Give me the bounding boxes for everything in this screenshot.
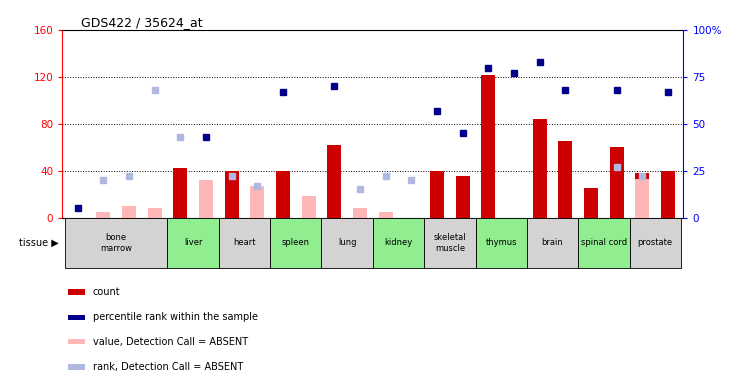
Bar (629, 217, 681, 268)
Text: kidney: kidney (385, 238, 412, 248)
Text: count: count (93, 287, 121, 297)
Text: GDS422 / 35624_at: GDS422 / 35624_at (81, 16, 202, 29)
Bar (219, 217, 270, 268)
Text: lung: lung (338, 238, 357, 248)
Text: skeletal
muscle: skeletal muscle (433, 233, 466, 252)
Text: bone
marrow: bone marrow (100, 233, 132, 252)
Bar (430, 171, 444, 217)
Bar (65, 217, 167, 268)
Bar (69, 315, 86, 320)
Text: value, Detection Call = ABSENT: value, Detection Call = ABSENT (93, 337, 248, 346)
Bar (69, 289, 86, 295)
Text: spleen: spleen (281, 238, 310, 248)
Bar (584, 188, 598, 218)
Text: rank, Detection Call = ABSENT: rank, Detection Call = ABSENT (93, 362, 243, 372)
Bar (199, 180, 213, 218)
Text: brain: brain (542, 238, 564, 248)
Bar (69, 364, 86, 370)
Bar (455, 177, 470, 218)
Text: heart: heart (233, 238, 256, 248)
Bar (379, 211, 393, 217)
Bar (327, 145, 341, 218)
Bar (635, 179, 649, 218)
Bar (173, 168, 187, 217)
Bar (302, 196, 316, 217)
Bar (635, 173, 649, 217)
Bar (578, 217, 629, 268)
Bar (148, 208, 162, 218)
Bar (96, 211, 110, 217)
Bar (481, 75, 496, 217)
Bar (270, 217, 322, 268)
Bar (167, 217, 219, 268)
Bar (475, 217, 527, 268)
Bar (276, 171, 290, 217)
Text: thymus: thymus (485, 238, 517, 248)
Bar (558, 141, 572, 218)
Bar (224, 171, 238, 217)
Text: liver: liver (183, 238, 202, 248)
Bar (322, 217, 373, 268)
Bar (373, 217, 424, 268)
Bar (122, 206, 136, 218)
Text: tissue ▶: tissue ▶ (19, 238, 58, 248)
Bar (250, 186, 265, 218)
Bar (69, 339, 86, 344)
Text: spinal cord: spinal cord (581, 238, 627, 248)
Bar (527, 217, 578, 268)
Bar (661, 171, 675, 217)
Text: prostate: prostate (637, 238, 673, 248)
Bar (353, 208, 367, 218)
Bar (424, 217, 475, 268)
Bar (533, 119, 547, 218)
Bar (610, 147, 624, 218)
Text: percentile rank within the sample: percentile rank within the sample (93, 312, 258, 322)
